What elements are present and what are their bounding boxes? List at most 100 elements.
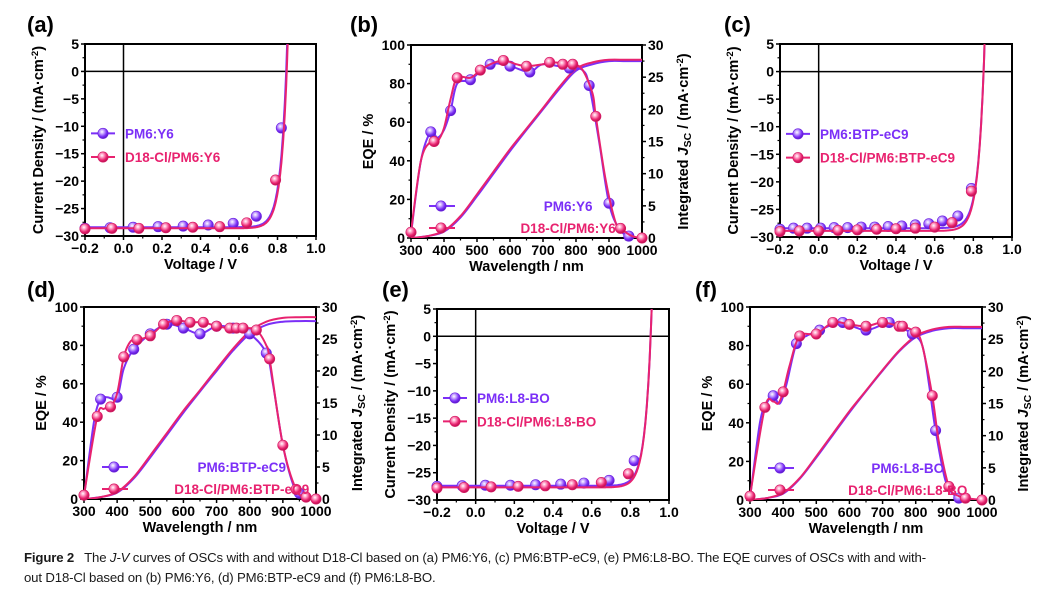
data-point-d18cl <box>214 221 226 233</box>
legend-marker <box>774 484 786 496</box>
y-tick-label: −10 <box>55 118 79 134</box>
y2-label-text: ) <box>676 53 692 58</box>
y-label-sup: -2 <box>30 51 41 59</box>
legend-marker <box>792 152 804 164</box>
y2-tick-label: 20 <box>648 101 664 117</box>
x-tick-label: 0.4 <box>886 241 906 257</box>
y-label-sup: -2 <box>725 51 736 59</box>
caption-line-2: out D18-Cl based on (b) PM6:Y6, (d) PM6:… <box>24 570 436 585</box>
y2-tick-label: 10 <box>322 427 338 443</box>
y2-label-sup: -2 <box>349 320 360 328</box>
y2-label-j: J <box>1016 408 1032 417</box>
data-point-d18cl <box>595 477 607 489</box>
data-point-d18cl <box>946 217 958 229</box>
x-tick-label: 0.6 <box>582 504 602 520</box>
y2-label-sub: SC <box>356 394 368 409</box>
caption-figure-label: Figure 2 <box>24 550 75 565</box>
eqe-line-d18cl <box>411 59 642 238</box>
eqe-point-d18cl <box>976 494 988 506</box>
y2-tick-label: 20 <box>988 363 1004 379</box>
eqe-point-d18cl <box>910 326 922 338</box>
y2-label-text: ) <box>1016 315 1032 320</box>
x-tick-label: 0.4 <box>543 504 563 520</box>
y2-tick-label: 5 <box>322 459 330 475</box>
legend-marker <box>435 222 447 234</box>
y2-label-text: ) <box>350 315 366 320</box>
eqe-point-d18cl <box>78 489 90 501</box>
data-point-d18cl <box>187 221 199 233</box>
figure-caption: Figure 2 The J-V curves of OSCs with and … <box>24 548 1044 588</box>
y-tick-label: 0 <box>70 491 78 507</box>
eqe-point-d18cl <box>567 58 579 70</box>
data-point-reference <box>628 455 640 467</box>
eqe-point-reference <box>95 393 107 405</box>
eqe-point-d18cl <box>264 353 276 365</box>
y2-label-j: J <box>676 146 692 155</box>
y2-label-text: / (mA·cm <box>1016 329 1032 395</box>
y2-tick-label: 25 <box>648 69 664 85</box>
x-tick-label: 900 <box>937 504 961 520</box>
data-point-d18cl <box>485 481 497 493</box>
data-point-d18cl <box>774 225 786 237</box>
eqe-point-d18cl <box>105 401 117 413</box>
eqe-point-d18cl <box>277 439 289 451</box>
y-tick-label: −5 <box>415 356 431 372</box>
y-tick-label: 60 <box>62 376 78 392</box>
legend-label-d18cl: D18-Cl/PM6:L8-BO <box>848 483 967 498</box>
y-axis-label: Current Density / (mA·cm-2) <box>30 46 47 234</box>
x-tick-label: 700 <box>871 504 895 520</box>
y-tick-label: −30 <box>750 229 774 245</box>
data-point-d18cl <box>793 225 805 237</box>
y-tick-label: 100 <box>382 37 406 53</box>
y-tick-label: −25 <box>750 201 774 217</box>
y2-axis-label: Integrated JSC / (mA·cm-2) <box>675 53 694 229</box>
x-tick-label: 0.8 <box>621 504 641 520</box>
panel-a-jv-pm6-y6: (a) −0.2 0.0 0.2 0.4 0.6 0.8 1.0 Voltage / V −30 −… <box>27 12 326 273</box>
y-tick-label: 5 <box>423 301 431 317</box>
eqe-point-d18cl <box>759 401 771 413</box>
y-tick-label: 100 <box>721 299 745 315</box>
eqe-point-d18cl <box>497 54 509 66</box>
x-tick-label: 400 <box>105 503 129 519</box>
y-tick-label: 100 <box>55 299 79 315</box>
x-tick-label: 800 <box>564 242 588 258</box>
y2-tick-label: 15 <box>648 134 664 150</box>
y-tick-label: −10 <box>407 383 431 399</box>
x-tick-label: 0.6 <box>925 241 945 257</box>
y2-label-j: J <box>350 408 366 417</box>
eqe-point-d18cl <box>118 351 130 363</box>
legend-label-reference: PM6:L8-BO <box>477 391 550 406</box>
y-tick-label: 40 <box>389 153 405 169</box>
y-tick-label: 40 <box>62 414 78 430</box>
caption-text: curves of OSCs with and without D18-Cl b… <box>129 550 926 565</box>
x-tick-label: 400 <box>432 242 456 258</box>
legend-label-reference: PM6:BTP-eC9 <box>820 127 909 142</box>
eqe-point-d18cl <box>520 60 532 72</box>
y-tick-label: 0 <box>766 64 774 80</box>
y2-label-text: / (mA·cm <box>676 67 692 133</box>
y-label-sup: -2 <box>382 315 393 323</box>
x-tick-label: 0.2 <box>505 504 525 520</box>
y-tick-label: −15 <box>407 410 431 426</box>
y-tick-label: −20 <box>750 174 774 190</box>
legend-label-d18cl: D18-Cl/PM6:Y6 <box>125 150 221 165</box>
panel-label: (b) <box>350 12 378 37</box>
x-tick-label: 500 <box>805 504 829 520</box>
x-tick-label: 0.8 <box>964 241 984 257</box>
data-point-d18cl <box>890 223 902 235</box>
plot-frame <box>84 43 317 237</box>
integrated-jsc-line-reference <box>750 327 982 500</box>
y-tick-label: −30 <box>55 228 79 244</box>
eqe-point-d18cl <box>777 386 789 398</box>
caption-line-1: Figure 2 The J-V curves of OSCs with and … <box>24 548 1044 568</box>
y2-tick-label: 30 <box>322 299 338 315</box>
eqe-point-reference <box>128 343 140 355</box>
y2-tick-label: 30 <box>648 37 664 53</box>
y-label-text: Current Density / (mA·cm <box>726 60 742 235</box>
y-tick-label: −5 <box>63 91 79 107</box>
legend-label-reference: PM6:Y6 <box>125 126 174 141</box>
y2-label-sub: SC <box>1022 394 1034 409</box>
y-tick-label: 80 <box>62 337 78 353</box>
y2-tick-label: 5 <box>648 198 656 214</box>
data-point-d18cl <box>160 222 172 234</box>
